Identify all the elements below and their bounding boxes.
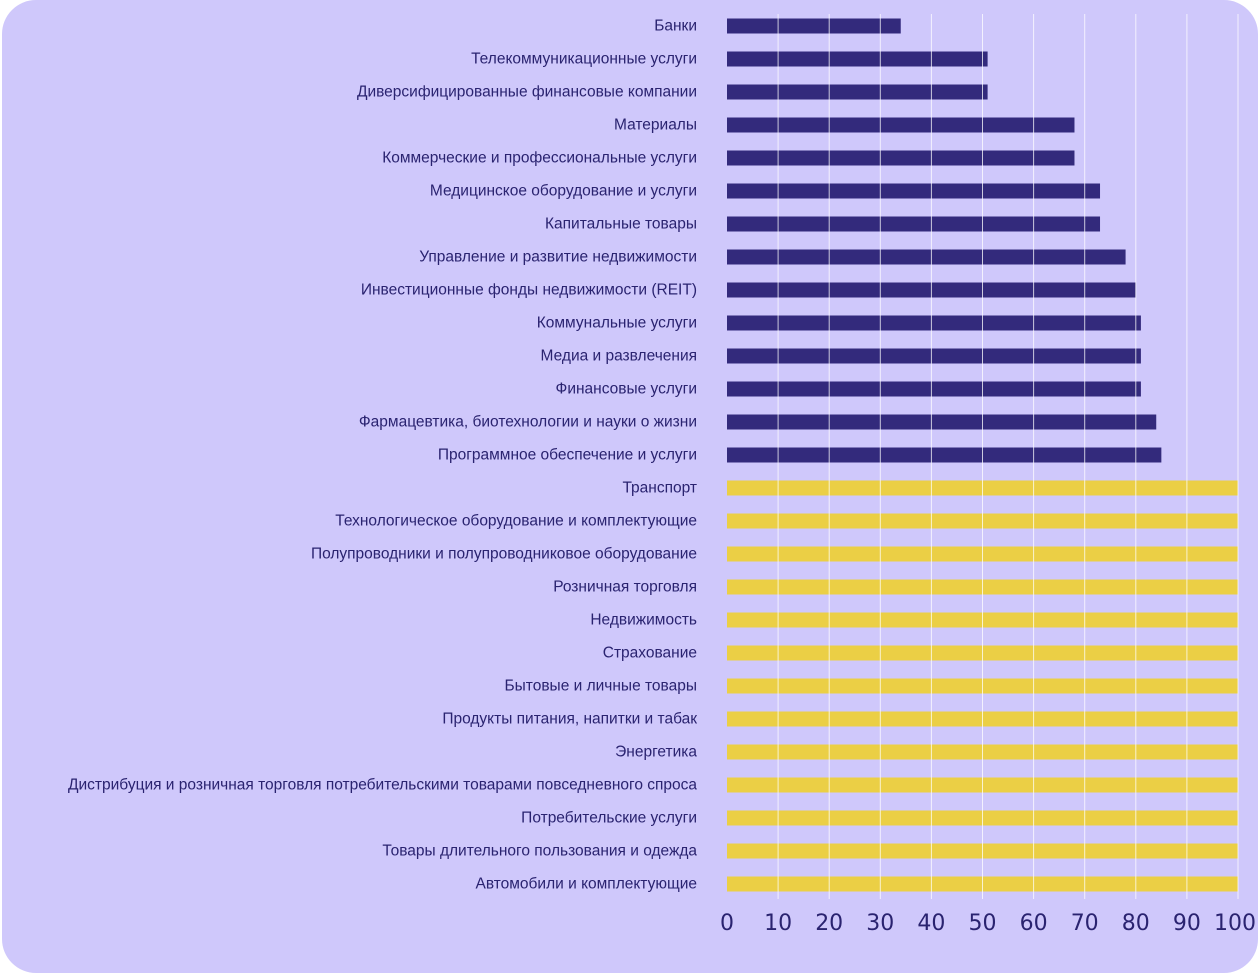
bar <box>727 51 988 67</box>
category-label: Энергетика <box>615 744 697 761</box>
category-label: Бытовые и личные товары <box>504 678 697 695</box>
x-tick-label: 90 <box>1173 911 1201 936</box>
category-label: Продукты питания, напитки и табак <box>442 711 697 728</box>
category-label: Дистрибуция и розничная торговля потреби… <box>68 777 697 794</box>
category-label: Управление и развитие недвижимости <box>419 249 697 266</box>
category-label: Капитальные товары <box>545 216 697 233</box>
bar <box>727 183 1101 199</box>
bar <box>727 216 1101 232</box>
x-tick-label: 10 <box>764 911 792 936</box>
category-label: Технологическое оборудование и комплекту… <box>335 513 697 530</box>
category-label: Диверсифицированные финансовые компании <box>357 84 697 101</box>
category-label: Коммунальные услуги <box>537 315 697 332</box>
category-label: Медиа и развлечения <box>541 348 697 365</box>
category-label: Программное обеспечение и услуги <box>438 447 697 464</box>
bar <box>727 414 1157 430</box>
x-tick-label: 80 <box>1122 911 1150 936</box>
x-tick-label: 70 <box>1071 911 1099 936</box>
bar <box>727 150 1075 166</box>
category-label: Банки <box>654 18 697 35</box>
x-tick-label: 20 <box>815 911 843 936</box>
x-tick-label: 0 <box>720 911 734 936</box>
bar <box>727 249 1126 265</box>
category-label: Товары длительного пользования и одежда <box>382 843 697 860</box>
category-label: Медицинское оборудование и услуги <box>430 183 697 200</box>
x-tick-label: 30 <box>866 911 894 936</box>
category-label: Транспорт <box>622 480 697 497</box>
category-label: Финансовые услуги <box>556 381 697 398</box>
category-label: Телекоммуникационные услуги <box>471 51 697 68</box>
bar <box>727 315 1141 331</box>
x-tick-label: 40 <box>917 911 945 936</box>
grid-lines <box>777 14 1239 899</box>
x-tick-label: 60 <box>1020 911 1048 936</box>
category-label: Потребительские услуги <box>521 810 697 827</box>
bar <box>727 18 901 34</box>
category-label: Розничная торговля <box>553 579 697 596</box>
x-tick-label: 100 <box>1214 911 1256 936</box>
category-label: Материалы <box>614 117 697 134</box>
category-label: Недвижимость <box>590 612 697 629</box>
category-label: Инвестиционные фонды недвижимости (REIT) <box>361 282 697 299</box>
category-labels: Банки Телекоммуникационные услуги Диверсиф… <box>68 18 697 893</box>
category-label: Полупроводники и полупроводниковое обору… <box>311 546 697 563</box>
x-axis-ticks: 0 10 20 30 40 50 60 70 80 90 100 <box>720 911 1256 936</box>
bar <box>727 348 1141 364</box>
bar <box>727 84 988 100</box>
category-label: Страхование <box>603 645 697 662</box>
category-label: Коммерческие и профессиональные услуги <box>382 150 697 167</box>
category-label: Фармацевтика, биотехнологии и науки о жи… <box>359 414 697 431</box>
x-tick-label: 50 <box>969 911 997 936</box>
category-label: Автомобили и комплектующие <box>476 876 698 893</box>
bar <box>727 447 1162 463</box>
bar <box>727 381 1141 397</box>
bar <box>727 117 1075 133</box>
